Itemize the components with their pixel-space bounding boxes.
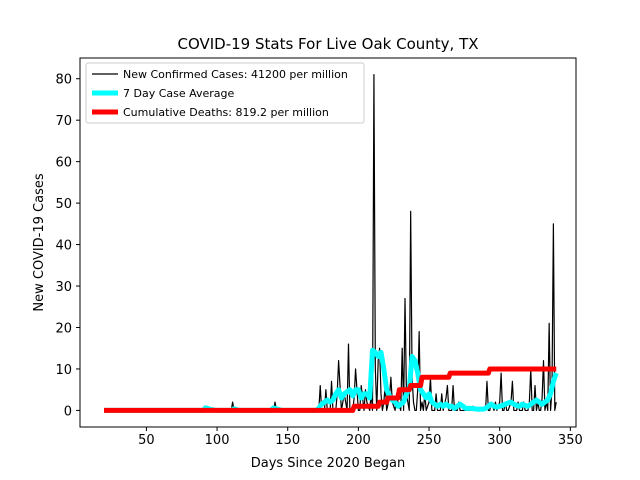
chart-title: COVID-19 Stats For Live Oak County, TX <box>177 35 478 53</box>
y-tick-label: 20 <box>55 321 72 336</box>
legend-label-deaths: Cumulative Deaths: 819.2 per million <box>123 106 329 119</box>
x-tick-label: 50 <box>138 433 155 448</box>
y-tick-label: 40 <box>55 239 72 254</box>
y-tick-label: 50 <box>55 197 72 212</box>
axis-ticks: 50 100 150 200 250 300 350 0 10 20 30 40 50 60 70 80 <box>55 73 582 448</box>
y-tick-label: 10 <box>55 363 72 378</box>
series-line-cumulative-deaths <box>104 366 557 413</box>
x-axis-label: Days Since 2020 Began <box>251 456 406 471</box>
y-tick-label: 0 <box>64 404 72 419</box>
y-tick-label: 60 <box>55 156 72 171</box>
legend-label-average: 7 Day Case Average <box>123 87 235 100</box>
x-tick-label: 250 <box>417 433 442 448</box>
x-tick-label: 100 <box>205 433 230 448</box>
y-axis-label: New COVID-19 Cases <box>32 173 47 311</box>
y-tick-label: 30 <box>55 280 72 295</box>
x-tick-label: 350 <box>558 433 583 448</box>
x-tick-label: 150 <box>275 433 300 448</box>
legend-box <box>85 62 365 124</box>
legend: New Confirmed Cases: 41200 per million 7… <box>85 62 365 124</box>
x-tick-label: 200 <box>346 433 371 448</box>
y-tick-label: 70 <box>55 114 72 129</box>
y-tick-label: 80 <box>55 73 72 88</box>
plot-area <box>104 73 559 413</box>
plot-frame <box>79 57 577 428</box>
legend-label-cases: New Confirmed Cases: 41200 per million <box>123 68 348 81</box>
x-tick-label: 300 <box>487 433 512 448</box>
